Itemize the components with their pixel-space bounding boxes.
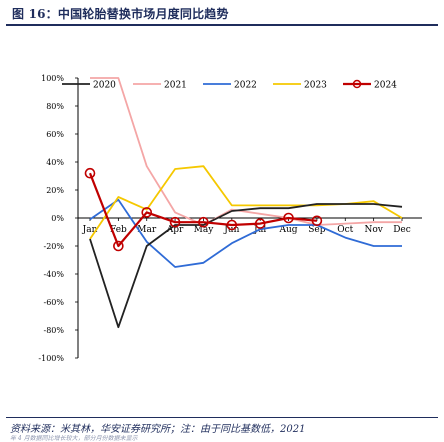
series-point-2024: [198, 216, 209, 228]
y-tick-label: 60%: [46, 130, 64, 139]
series-point-2024: [169, 216, 181, 228]
series-point-2024: [226, 219, 238, 231]
footer-divider: [6, 417, 438, 418]
legend-label-2022: 2022: [234, 81, 257, 91]
series-line-2020: [89, 203, 403, 329]
y-tick-label: -80%: [44, 326, 65, 335]
y-tick-label: 20%: [46, 186, 64, 195]
x-tick-label: Dec: [393, 225, 411, 235]
y-tick-label: -40%: [44, 270, 65, 279]
legend-label-2021: 2021: [164, 81, 187, 91]
x-tick-label: Apr: [166, 225, 184, 235]
chart-title: 图 16：中国轮胎替换市场月度同比趋势: [12, 7, 229, 21]
x-tick-label: Feb: [110, 225, 127, 235]
series-line-2024: [88, 172, 318, 248]
x-tick-label: Nov: [364, 225, 383, 235]
source-subnote: 年 4 月数据同比增长较大，部分月份数据未显示: [10, 435, 138, 442]
y-tick-label: -20%: [44, 242, 65, 251]
series-point-2024: [141, 207, 153, 218]
source-note: 资料来源：米其林，华安证券研究所；注：由于同比基数低，2021: [10, 424, 306, 435]
legend-marker-2024: [352, 79, 362, 89]
x-tick-label: Oct: [337, 225, 353, 235]
x-tick-label: Sep: [308, 225, 325, 235]
series-point-2024: [311, 215, 323, 227]
y-tick-label: -60%: [44, 298, 65, 307]
y-tick-label: 80%: [46, 102, 64, 111]
series-point-2024: [113, 240, 124, 252]
series-point-2024: [254, 218, 266, 229]
series-point-2024: [84, 167, 96, 179]
x-tick-label: Mar: [137, 225, 157, 235]
y-tick-label: -100%: [38, 354, 64, 363]
legend-label-2020: 2020: [93, 81, 116, 91]
y-tick-label: 100%: [41, 74, 64, 83]
series-line-2022: [89, 198, 402, 268]
series-line-2021: [90, 77, 402, 226]
series-point-2024: [283, 212, 294, 224]
x-tick-label: May: [194, 225, 215, 235]
legend-label-2023: 2023: [304, 81, 327, 91]
line-chart: 100% 80% 60% 40% 20% 0% -20% -40% -60% -80% -100% J…: [38, 74, 422, 363]
x-tick-label: Jan: [82, 225, 98, 235]
x-tick-label: Aug: [279, 225, 298, 235]
legend-label-2024: 2024: [374, 81, 397, 91]
y-tick-label: 0%: [51, 214, 64, 223]
y-tick-label: 40%: [46, 158, 64, 167]
title-bar: 图 16：中国轮胎替换市场月度同比趋势: [6, 2, 438, 26]
